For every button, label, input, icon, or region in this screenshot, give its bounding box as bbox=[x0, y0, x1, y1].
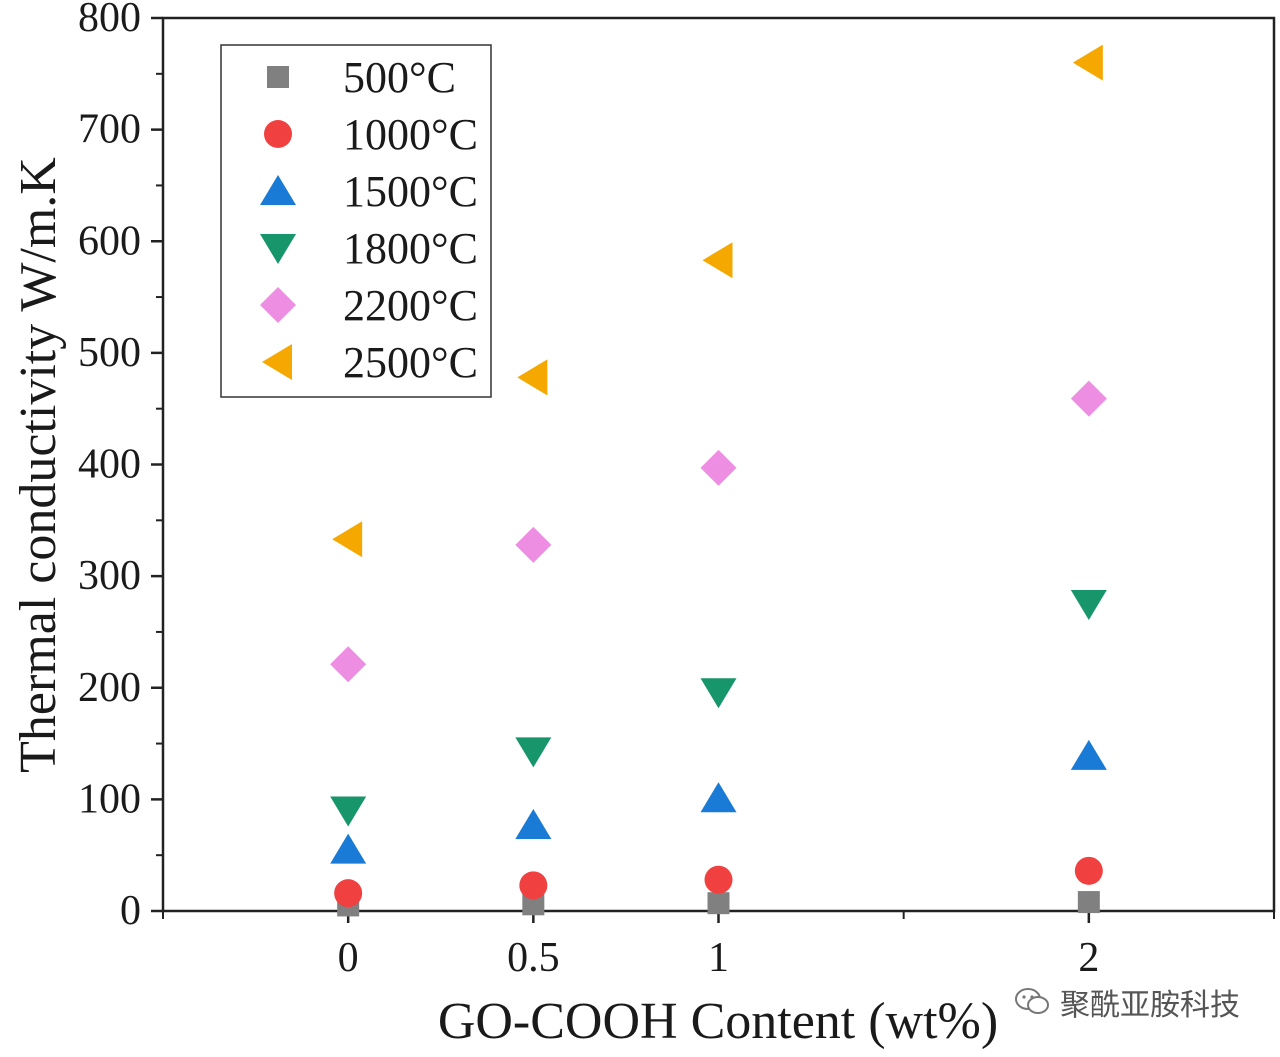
data-point-diamond bbox=[330, 646, 367, 683]
y-tick-label: 300 bbox=[78, 553, 141, 599]
y-tick-label: 600 bbox=[78, 218, 141, 264]
y-axis-label: Thermal conductivity W/m.K bbox=[10, 157, 67, 773]
data-point-triangle-up bbox=[330, 833, 367, 864]
y-tick-label: 100 bbox=[78, 776, 141, 822]
data-point-diamond bbox=[1070, 380, 1107, 417]
y-tick-label: 0 bbox=[120, 888, 141, 934]
x-tick-label: 2 bbox=[1078, 935, 1099, 981]
data-point-square bbox=[707, 892, 730, 915]
data-point-triangle-left bbox=[332, 521, 363, 558]
legend-marker-square bbox=[267, 66, 289, 88]
data-point-diamond bbox=[515, 526, 552, 563]
data-point-circle bbox=[519, 871, 548, 900]
legend-marker-circle bbox=[264, 120, 292, 148]
legend-marker-triangle-left bbox=[262, 344, 292, 380]
data-point-circle bbox=[334, 879, 363, 908]
data-point-triangle-left bbox=[1072, 44, 1103, 81]
y-tick-label: 700 bbox=[78, 107, 141, 153]
legend-label: 1500°C bbox=[343, 167, 478, 216]
y-axis: 0 100 200 300 400 500 600 700 800 bbox=[78, 0, 163, 934]
data-point-square bbox=[522, 893, 545, 916]
data-point-triangle-down bbox=[1070, 590, 1107, 621]
data-point-triangle-down bbox=[330, 796, 367, 827]
legend-label: 500°C bbox=[343, 53, 456, 102]
data-point-triangle-down bbox=[700, 678, 737, 709]
x-axis-label: GO-COOH Content (wt%) bbox=[438, 993, 998, 1050]
x-tick-label: 1 bbox=[708, 935, 729, 981]
legend-label: 2200°C bbox=[343, 281, 478, 330]
data-points bbox=[330, 44, 1107, 917]
y-tick-label: 400 bbox=[78, 442, 141, 488]
legend-box bbox=[220, 44, 492, 398]
data-point-triangle-left bbox=[702, 242, 733, 279]
x-tick-label: 0 bbox=[338, 935, 359, 981]
legend: 500°C 1000°C 1500°C 1800°C 2200°C 2500°C bbox=[220, 44, 492, 398]
legend-marker-triangle-up bbox=[260, 175, 296, 205]
y-tick-label: 800 bbox=[78, 0, 141, 41]
wechat-icon bbox=[1015, 988, 1049, 1014]
data-point-square bbox=[1077, 891, 1100, 914]
data-point-diamond bbox=[700, 449, 737, 486]
y-tick-label: 500 bbox=[78, 330, 141, 376]
legend-marker-diamond bbox=[260, 287, 296, 323]
legend-label: 2500°C bbox=[343, 338, 478, 387]
data-point-triangle-down bbox=[515, 737, 552, 768]
watermark: 聚酰亚胺科技 bbox=[1014, 980, 1240, 1024]
legend-marker-triangle-down bbox=[260, 234, 296, 264]
data-point-circle bbox=[1074, 856, 1103, 885]
data-point-triangle-left bbox=[517, 359, 548, 396]
y-tick-label: 200 bbox=[78, 665, 141, 711]
legend-label: 1000°C bbox=[343, 110, 478, 159]
data-point-triangle-up bbox=[515, 809, 552, 840]
x-tick-label: 0.5 bbox=[507, 935, 560, 981]
legend-label: 1800°C bbox=[343, 224, 478, 273]
x-axis: 0 0.5 1 2 bbox=[162, 911, 1275, 981]
data-point-triangle-up bbox=[1070, 739, 1107, 770]
data-point-circle bbox=[704, 865, 733, 894]
watermark-text: 聚酰亚胺科技 bbox=[1060, 988, 1240, 1023]
data-point-triangle-up bbox=[700, 782, 737, 813]
